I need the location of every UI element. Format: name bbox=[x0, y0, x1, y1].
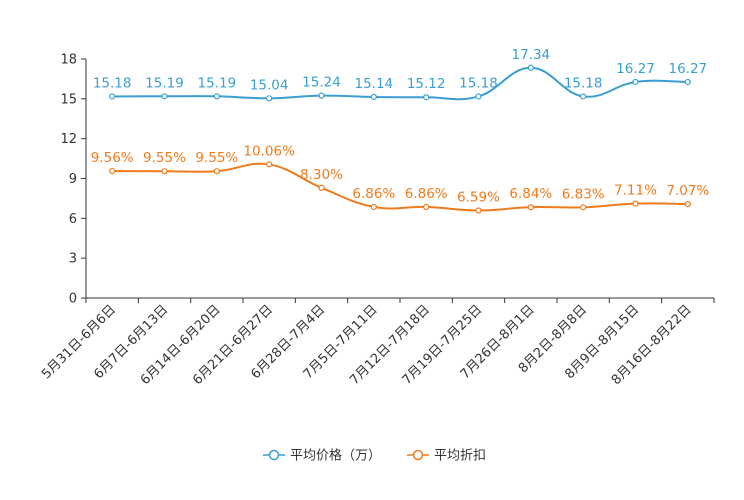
y-tick-label: 6 bbox=[69, 212, 77, 227]
data-label: 9.55% bbox=[195, 150, 238, 166]
data-point bbox=[527, 64, 534, 71]
data-label: 7.11% bbox=[614, 183, 657, 199]
data-label: 17.34 bbox=[512, 47, 551, 63]
data-point bbox=[161, 93, 168, 100]
data-point bbox=[475, 93, 482, 100]
data-label: 15.19 bbox=[145, 75, 184, 91]
data-point bbox=[632, 200, 639, 207]
data-label: 7.07% bbox=[666, 183, 709, 199]
data-point bbox=[423, 94, 430, 101]
legend: 平均价格（万） 平均折扣 bbox=[263, 448, 486, 464]
data-point bbox=[475, 207, 482, 214]
y-tick-label: 12 bbox=[60, 132, 77, 147]
legend-label: 平均折扣 bbox=[434, 449, 486, 464]
data-point bbox=[213, 93, 220, 100]
data-point bbox=[580, 204, 587, 211]
y-tick-label: 15 bbox=[60, 92, 77, 107]
data-label: 6.86% bbox=[352, 186, 395, 202]
y-tick-label: 9 bbox=[69, 172, 77, 187]
data-point bbox=[370, 93, 377, 101]
y-tick-label: 18 bbox=[60, 53, 77, 68]
data-point bbox=[109, 93, 116, 100]
data-label: 8.30% bbox=[300, 167, 343, 183]
legend-marker-point bbox=[268, 449, 280, 461]
data-label: 16.27 bbox=[616, 61, 655, 77]
data-point bbox=[213, 168, 220, 175]
data-label: 15.19 bbox=[198, 75, 237, 91]
series-1: 9.56% 9.55% 9.55% 10.06% 8.30% 6.86% 6.86% 6.59… bbox=[91, 143, 709, 214]
data-label: 15.04 bbox=[250, 77, 289, 93]
data-point bbox=[684, 78, 691, 86]
data-label: 10.06% bbox=[243, 143, 295, 159]
legend-label: 平均价格（万） bbox=[290, 448, 381, 464]
legend-marker-point bbox=[412, 449, 424, 461]
data-point bbox=[161, 168, 168, 175]
y-tick-label: 0 bbox=[69, 292, 77, 307]
data-label: 6.84% bbox=[509, 186, 552, 202]
data-point bbox=[580, 93, 587, 100]
data-label: 15.14 bbox=[355, 76, 394, 92]
series-0: 15.18 15.19 15.19 15.04 15.24 15.14 15.12 15.18… bbox=[93, 47, 708, 102]
data-point bbox=[684, 201, 691, 208]
data-point bbox=[423, 203, 430, 211]
data-point bbox=[632, 78, 639, 86]
data-point bbox=[318, 92, 325, 99]
data-label: 6.59% bbox=[457, 189, 500, 205]
data-point bbox=[266, 161, 273, 168]
data-point bbox=[318, 184, 325, 191]
data-label: 15.12 bbox=[407, 76, 446, 92]
series-line bbox=[112, 162, 688, 212]
data-label: 15.18 bbox=[459, 75, 498, 91]
data-label: 6.83% bbox=[562, 186, 605, 202]
data-label: 15.18 bbox=[93, 75, 132, 91]
data-point bbox=[266, 95, 273, 102]
y-tick-label: 3 bbox=[69, 252, 77, 267]
data-point bbox=[370, 203, 377, 211]
data-point bbox=[527, 204, 534, 211]
data-label: 15.24 bbox=[302, 75, 341, 91]
data-label: 9.56% bbox=[91, 150, 134, 166]
data-label: 6.86% bbox=[405, 186, 448, 202]
data-point bbox=[109, 167, 116, 175]
data-label: 15.18 bbox=[564, 75, 603, 91]
data-label: 16.27 bbox=[669, 61, 708, 77]
data-label: 9.55% bbox=[143, 150, 186, 166]
